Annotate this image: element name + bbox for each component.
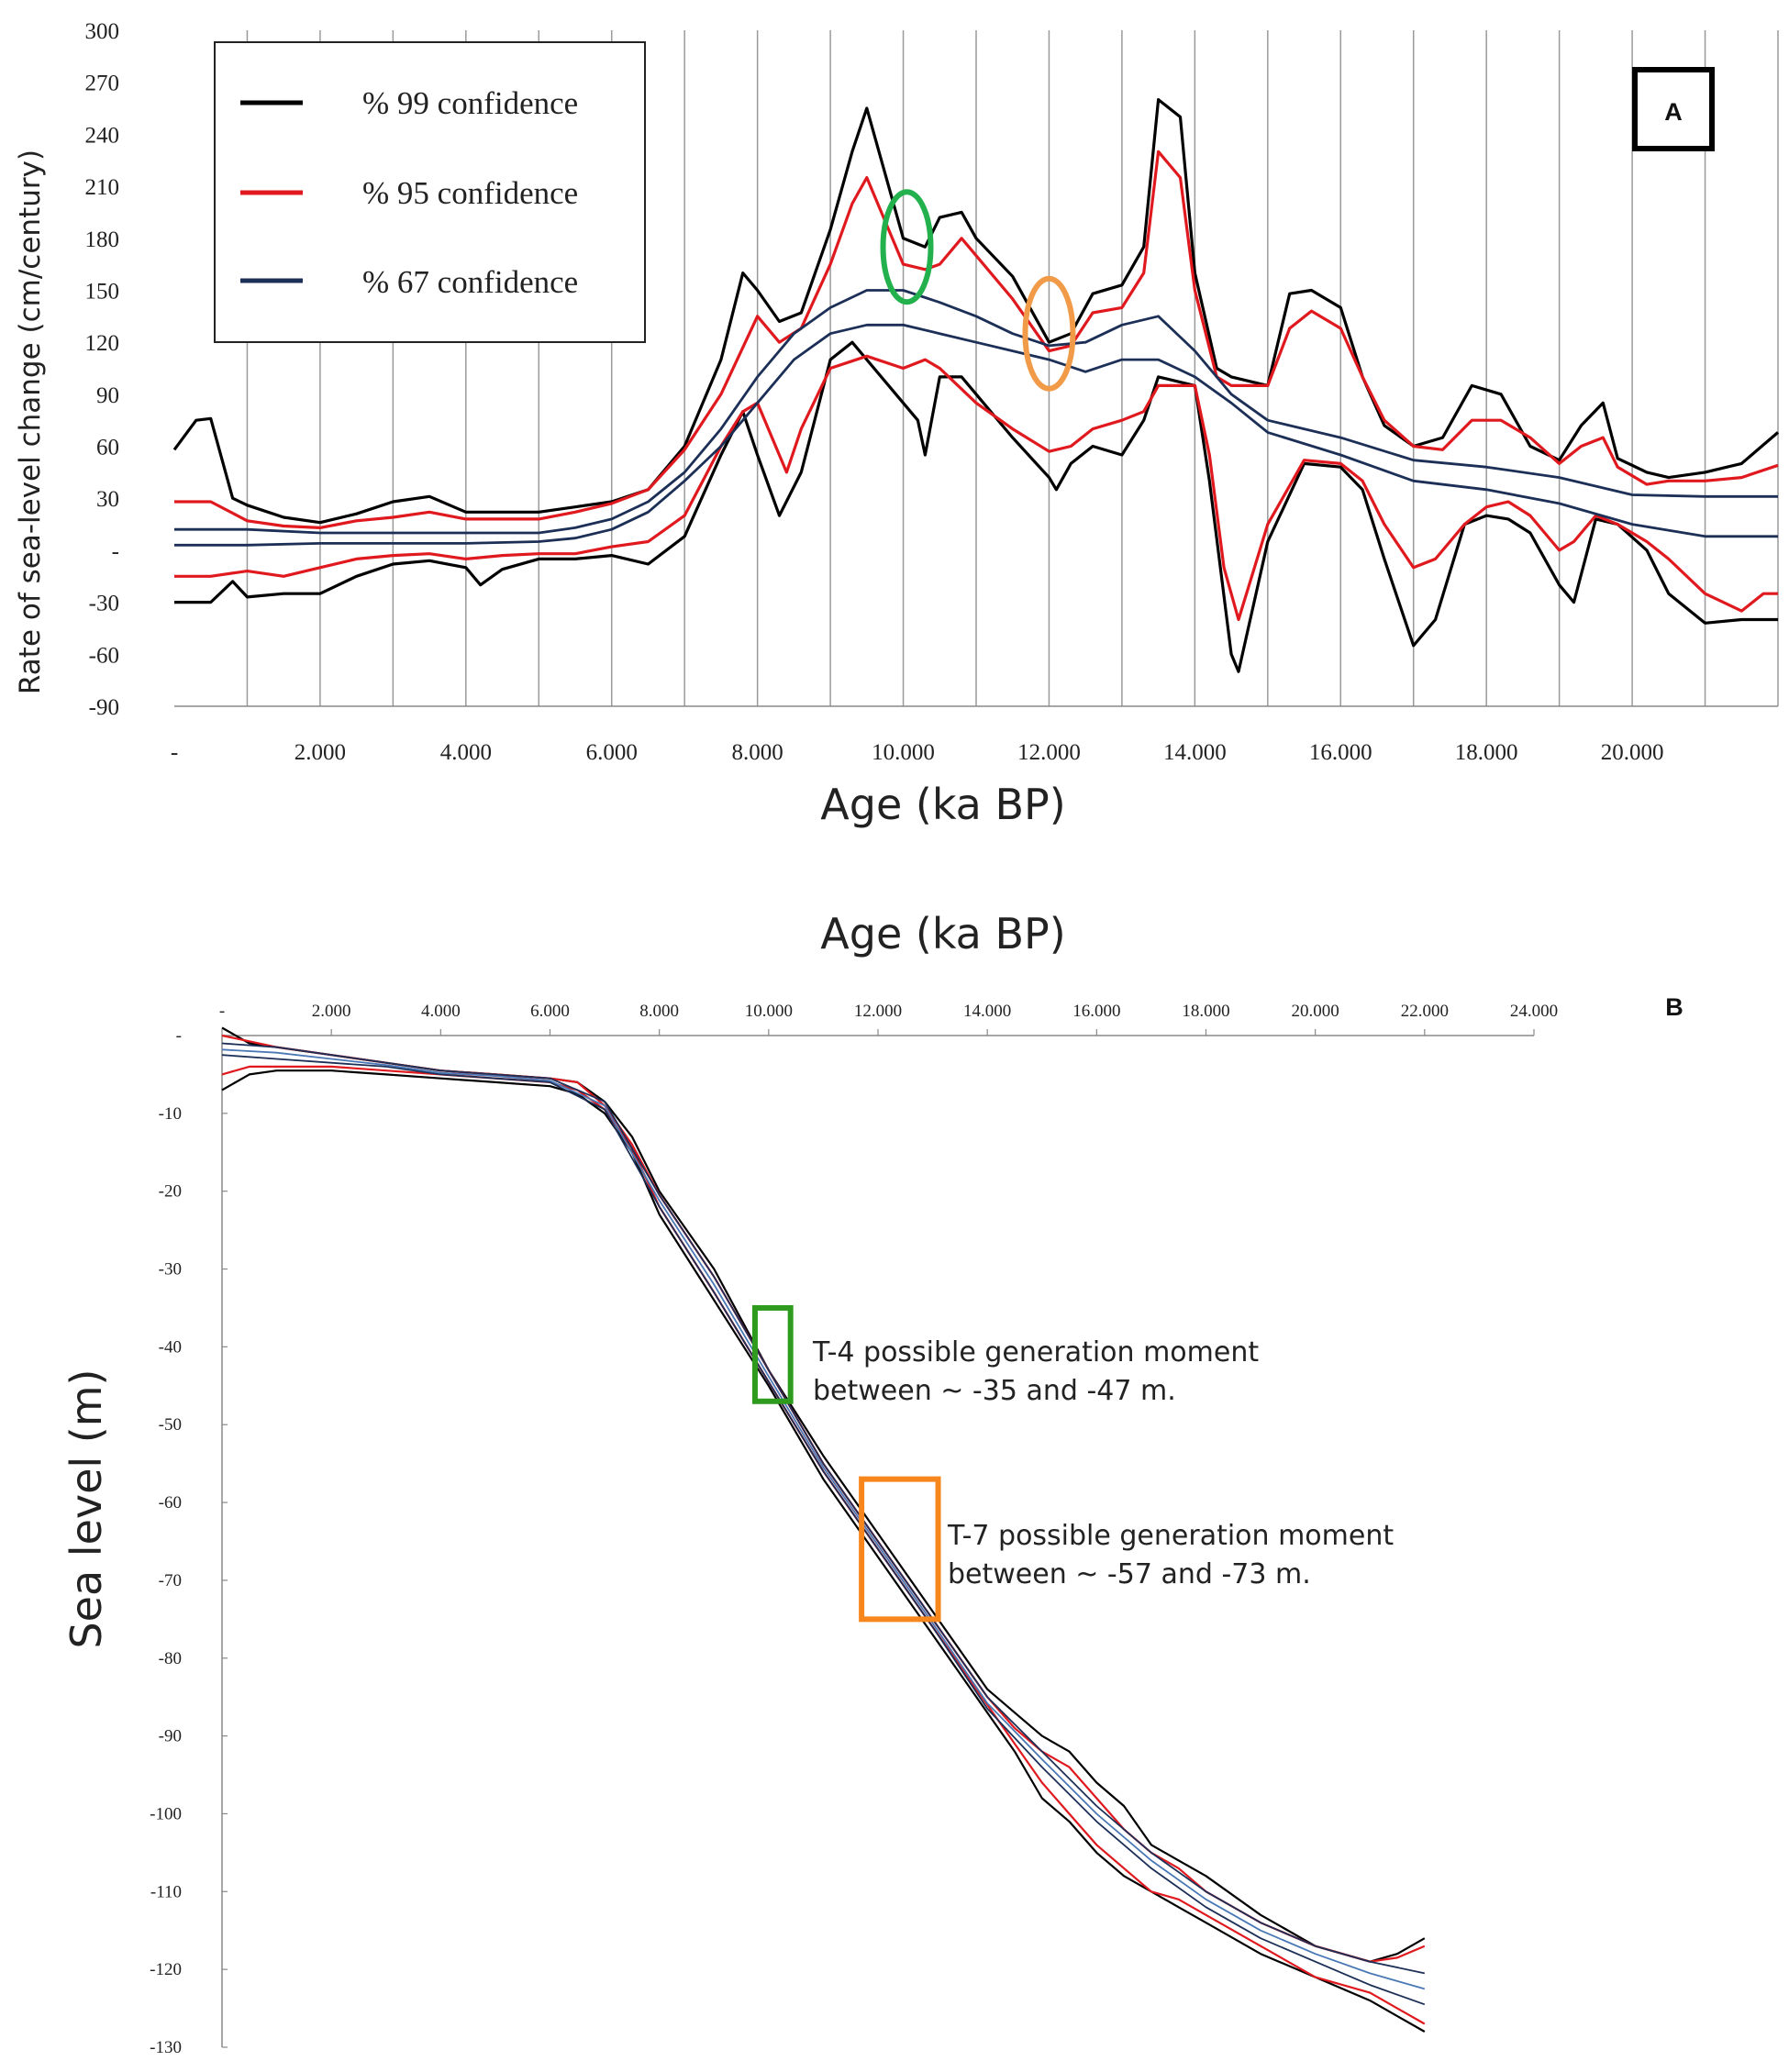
b-y-tick-label: -40 [159, 1337, 182, 1357]
a-y-tick-label: -60 [89, 643, 119, 668]
a-x-tick-label: 12.000 [1017, 740, 1081, 765]
b-x-tick-label: 6.000 [530, 1002, 570, 1021]
b-series-line-2 [221, 1034, 1426, 1963]
a-x-axis-title: Age (ka BP) [820, 780, 1065, 829]
b-y-tick-label: -50 [159, 1415, 182, 1435]
a-x-tick-label: - [171, 740, 178, 765]
b-x-tick-label: 20.000 [1292, 1002, 1339, 1021]
b-y-tick-label: -30 [159, 1260, 182, 1280]
a-series-line-1 [174, 340, 1778, 673]
a-y-tick-label: 150 [85, 279, 120, 304]
b-x-tick-label: 16.000 [1072, 1002, 1120, 1021]
b-annotation-box-green_box [751, 1304, 794, 1404]
b-series [221, 1026, 1426, 2033]
b-y-tick-label: - [176, 1026, 182, 1046]
a-y-tick-label: 240 [85, 123, 120, 148]
a-x-tick-label: 18.000 [1455, 740, 1518, 765]
b-annotation-box-orange_box [859, 1476, 941, 1623]
b-y-tick-label: -100 [150, 1804, 182, 1823]
a-legend: % 99 confidence % 95 confidence % 67 con… [214, 41, 646, 343]
panel-b: Age (ka BP) Sea level (m) B - 2.000 4.000 6… [61, 909, 1683, 2057]
b-y-tick-label: -20 [159, 1182, 182, 1202]
a-series-line-0 [172, 97, 1780, 525]
a-y-tick-label: 210 [85, 175, 120, 200]
b-series-line-6 [221, 1048, 1426, 1990]
a-panel-label: A [1664, 98, 1683, 126]
b-annotation-t7-line2: between ~ -57 and -73 m. [948, 1558, 1311, 1590]
b-x-tick-label: 10.000 [745, 1002, 793, 1021]
b-y-tick-label: -60 [159, 1493, 182, 1512]
b-y-tick-label: -90 [159, 1727, 182, 1746]
a-y-tick-label: 180 [85, 227, 120, 252]
a-x-tick-labels: - 2.000 4.000 6.000 8.000 10.000 12.000 14.000 1… [171, 740, 1664, 765]
a-legend-label-95: % 95 confidence [362, 175, 578, 211]
b-series-line-5 [221, 1054, 1426, 2006]
a-legend-label-99: % 99 confidence [362, 85, 578, 121]
b-y-tick-label: -70 [159, 1571, 182, 1590]
b-y-axis-title: Sea level (m) [61, 1368, 111, 1648]
a-x-tick-label: 6.000 [586, 740, 638, 765]
a-y-tick-label: -90 [89, 695, 119, 720]
panel-a: - 2.000 4.000 6.000 8.000 10.000 12.000 14.000 1… [14, 19, 1780, 829]
a-y-tick-label: 60 [96, 436, 119, 460]
a-annotations [880, 189, 1076, 392]
a-x-tick-label: 2.000 [294, 740, 346, 765]
b-axes [221, 1029, 1535, 2048]
a-x-tick-label: 20.000 [1601, 740, 1664, 765]
b-y-tick-labels: - -10 -20 -30 -40 -50 -60 -70 -80 -90 -100 -110 -120… [150, 1026, 182, 2057]
b-series-line-4 [221, 1042, 1425, 1975]
a-y-axis-title: Rate of sea-level change (cm/century) [14, 150, 47, 694]
b-series-line-1 [221, 1069, 1426, 2033]
b-x-tick-label: - [219, 1002, 225, 1021]
a-y-tick-label: 120 [85, 331, 120, 356]
b-x-tick-label: 12.000 [854, 1002, 902, 1021]
b-annotation-t4-line2: between ~ -35 and -47 m. [813, 1375, 1176, 1407]
a-y-tick-labels: 300 270 240 210 180 150 120 90 60 30 - -30 -60 -90 [85, 19, 120, 720]
a-annotation-ellipse-orange [1022, 275, 1076, 392]
a-series-line-4 [174, 289, 1778, 535]
a-x-tick-label: 4.000 [440, 740, 492, 765]
a-y-tick-label: 30 [96, 487, 119, 512]
b-y-tick-label: -10 [159, 1104, 182, 1124]
a-y-tick-label: - [112, 539, 119, 564]
a-series-line-2 [174, 150, 1779, 530]
b-x-tick-labels: - 2.000 4.000 6.000 8.000 10.000 12.000 14.000 1… [219, 1002, 1558, 1021]
b-x-tick-label: 18.000 [1182, 1002, 1229, 1021]
a-x-tick-label: 8.000 [732, 740, 783, 765]
a-legend-label-67: % 67 confidence [362, 264, 578, 300]
b-y-tick-label: -120 [150, 1960, 182, 1979]
b-x-tick-label: 22.000 [1401, 1002, 1449, 1021]
a-y-tick-label: 300 [85, 19, 120, 44]
a-series-line-5 [174, 323, 1778, 547]
b-annotations [751, 1304, 941, 1623]
b-annotation-t7-line1: T-7 possible generation moment [947, 1520, 1394, 1552]
b-x-tick-label: 8.000 [639, 1002, 679, 1021]
a-y-tick-label: 270 [85, 72, 120, 96]
a-y-tick-label: -30 [89, 592, 119, 616]
a-x-tick-label: 16.000 [1309, 740, 1372, 765]
a-series [172, 97, 1780, 673]
a-panel-label-box [1632, 67, 1715, 151]
b-x-tick-label: 2.000 [312, 1002, 351, 1021]
b-x-tick-label: 14.000 [963, 1002, 1011, 1021]
a-x-tick-label: 14.000 [1163, 740, 1227, 765]
b-series-line-0 [221, 1026, 1426, 1963]
b-x-axis-title: Age (ka BP) [820, 909, 1065, 958]
a-annotation-ellipse-green [880, 189, 934, 305]
b-x-tick-label: 24.000 [1510, 1002, 1558, 1021]
b-x-tick-label: 4.000 [421, 1002, 461, 1021]
b-y-tick-label: -80 [159, 1649, 182, 1668]
a-series-line-3 [174, 354, 1778, 622]
b-y-tick-label: -110 [150, 1882, 182, 1901]
b-panel-label: B [1665, 993, 1683, 1021]
a-x-tick-label: 10.000 [872, 740, 935, 765]
b-y-tick-label: -130 [150, 2038, 182, 2057]
b-annotation-t4-line1: T-4 possible generation moment [812, 1336, 1259, 1368]
a-y-tick-label: 90 [96, 383, 119, 408]
